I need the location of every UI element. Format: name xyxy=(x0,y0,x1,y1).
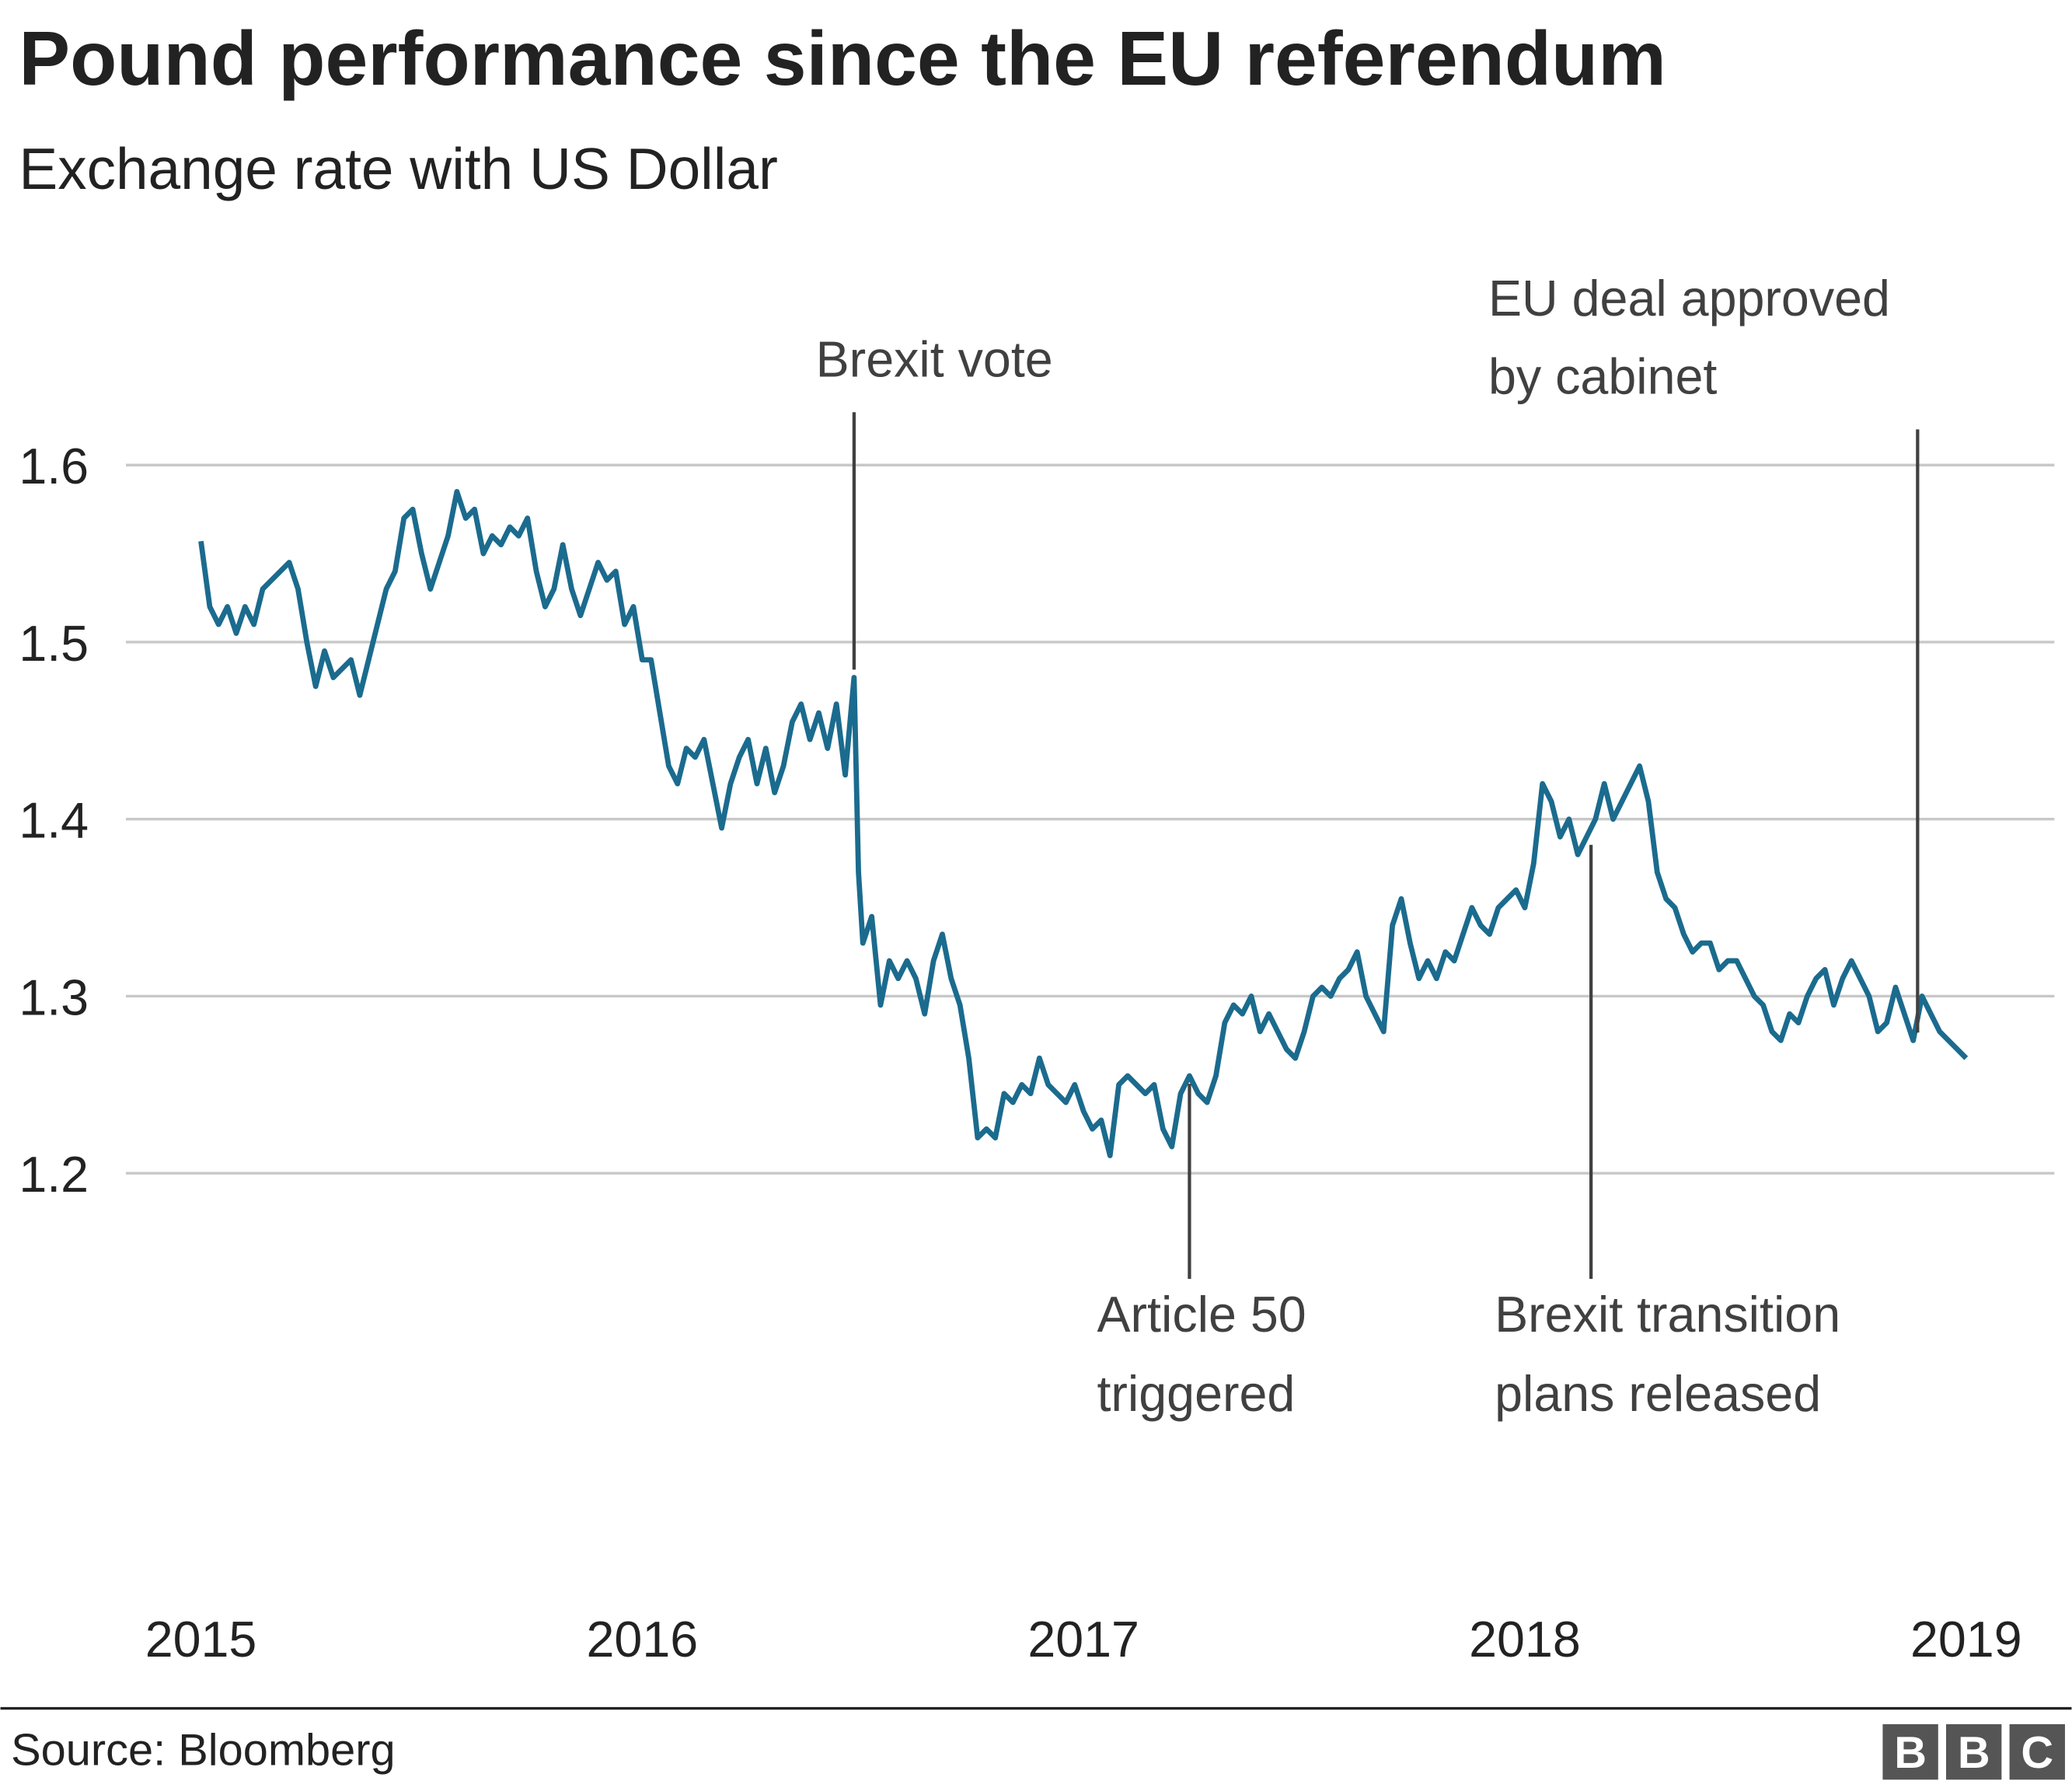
annotation-text: Brexit vote xyxy=(816,331,1053,387)
logo-letter: B xyxy=(1958,1728,1990,1778)
annotation-text: plans released xyxy=(1495,1366,1821,1422)
annotation-text: triggered xyxy=(1097,1366,1295,1422)
chart-title: Pound performance since the EU referendu… xyxy=(19,16,1666,101)
y-tick-label: 1.2 xyxy=(19,1147,89,1203)
y-tick-label: 1.5 xyxy=(19,616,89,672)
logo-box xyxy=(2009,1723,2065,1780)
x-tick-label: 2017 xyxy=(1027,1612,1139,1668)
annotation-text: EU deal approved xyxy=(1488,271,1890,327)
logo-box xyxy=(1945,1723,2002,1780)
y-tick-label: 1.4 xyxy=(19,793,89,849)
x-tick-label: 2015 xyxy=(145,1612,257,1668)
series-line xyxy=(198,489,1969,1158)
x-tick-label: 2018 xyxy=(1469,1612,1581,1668)
y-tick-label: 1.3 xyxy=(19,969,89,1025)
annotation-text: Brexit transition xyxy=(1495,1287,1840,1343)
y-tick-label: 1.6 xyxy=(19,438,89,494)
annotation-text: by cabinet xyxy=(1488,348,1717,404)
logo-letter: B xyxy=(1894,1728,1927,1778)
annotation-text: Article 50 xyxy=(1097,1287,1306,1343)
x-tick-label: 2016 xyxy=(587,1612,699,1668)
x-tick-label: 2019 xyxy=(1910,1612,2022,1668)
logo-letter: C xyxy=(2021,1728,2053,1778)
logo-box xyxy=(1882,1723,1938,1780)
chart-subtitle: Exchange rate with US Dollar xyxy=(19,136,778,201)
source: Source: Bloomberg xyxy=(11,1726,395,1776)
